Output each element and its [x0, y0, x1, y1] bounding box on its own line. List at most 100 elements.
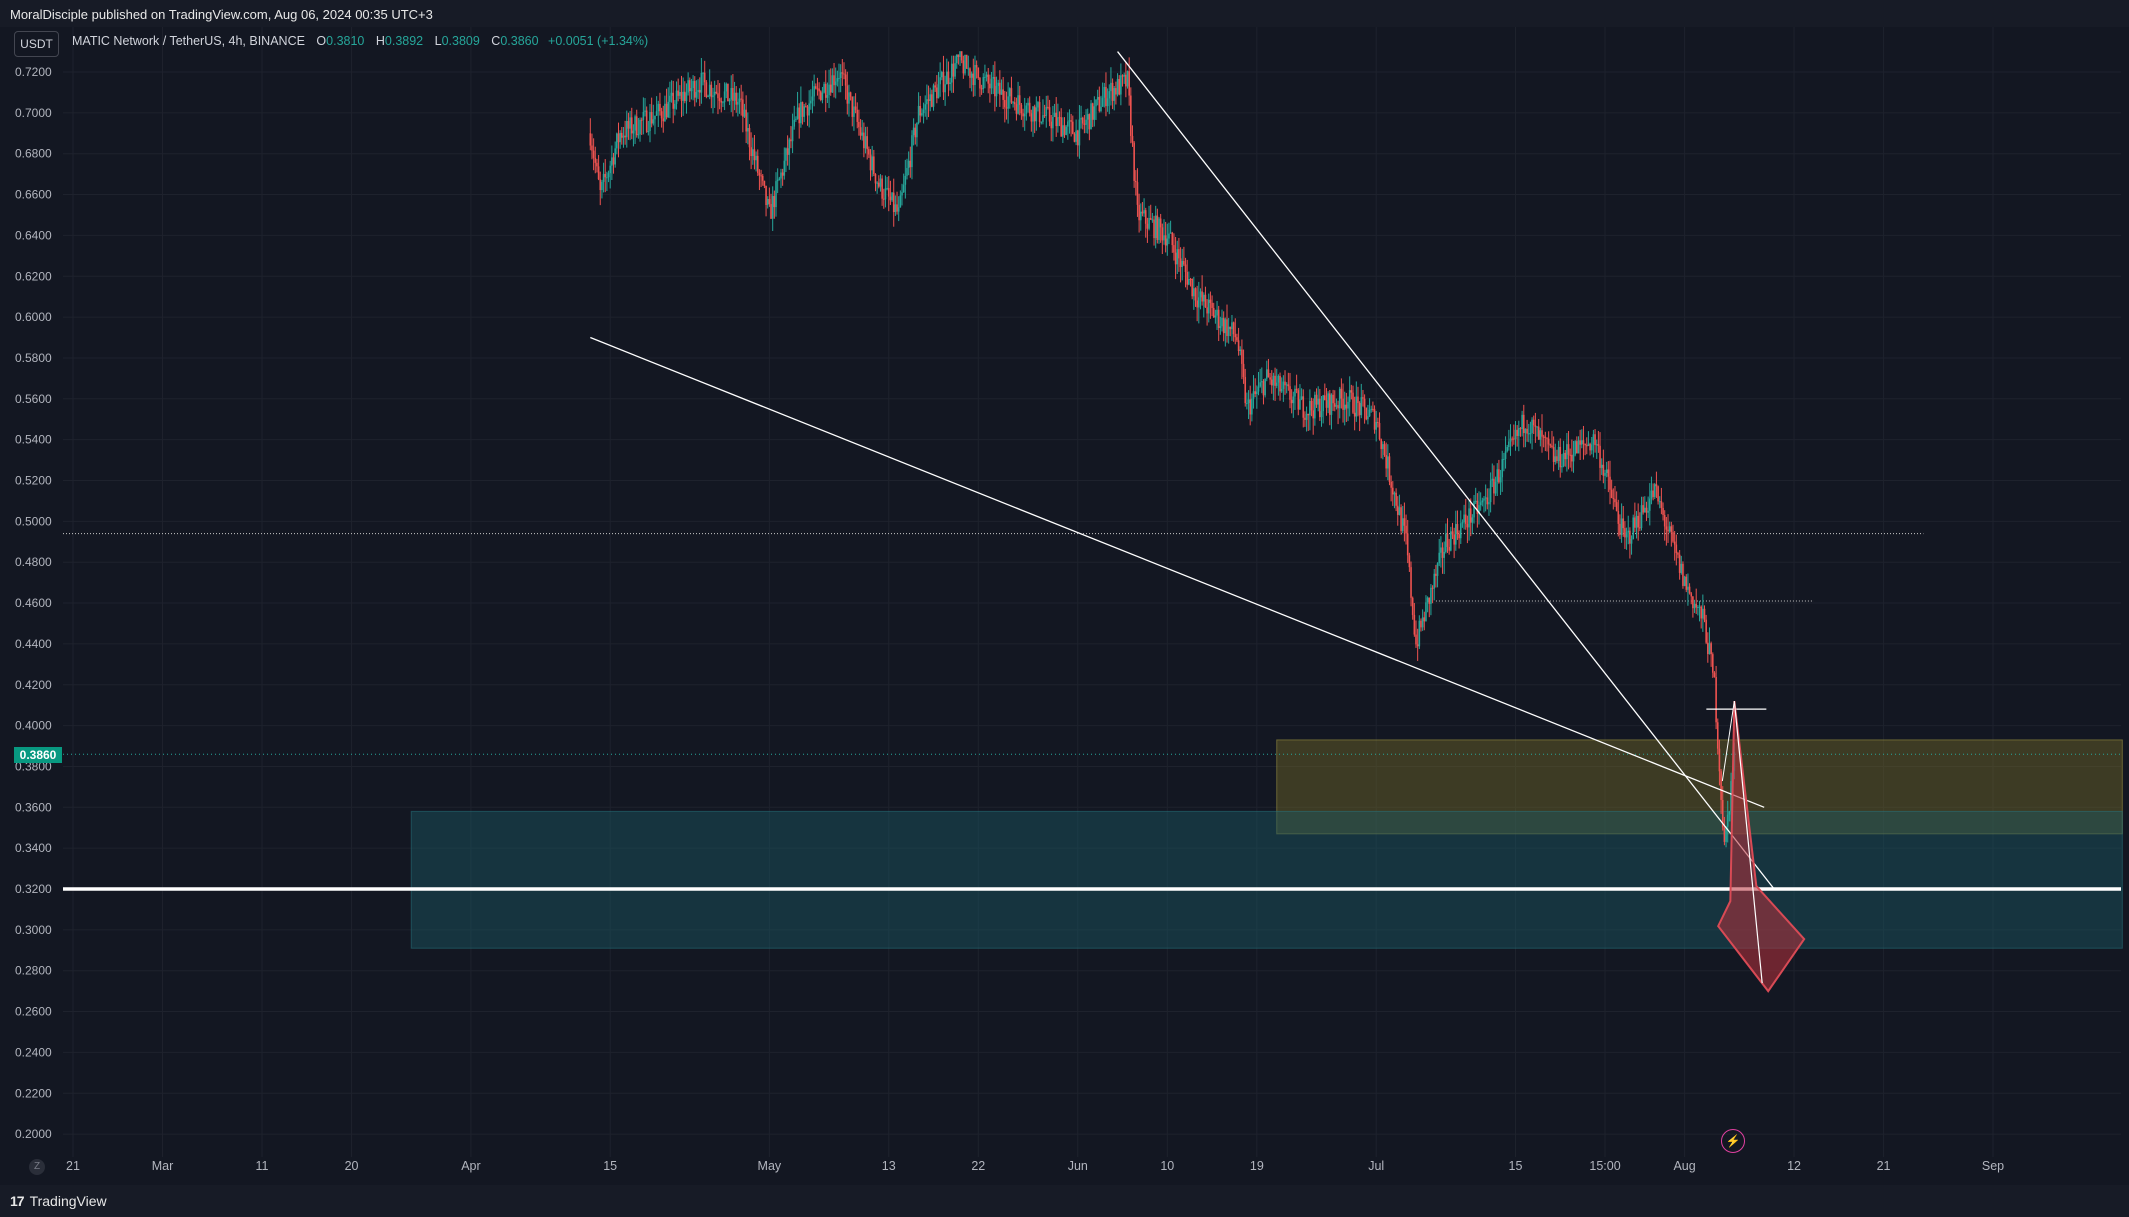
candle-body [1690, 593, 1693, 597]
candle-body [1310, 400, 1313, 411]
candle-body [1668, 526, 1671, 532]
candle-body [1441, 547, 1444, 558]
candle-body [1506, 447, 1508, 452]
candle-body [1297, 390, 1300, 410]
candle-body [1549, 444, 1552, 446]
candle-body [1040, 121, 1043, 123]
candle-body [1148, 217, 1150, 229]
candle-body [751, 149, 754, 157]
candle-body [740, 98, 742, 100]
candle-body [679, 92, 681, 96]
candle-body [909, 160, 912, 168]
candle-body [1567, 444, 1570, 455]
candle-body [1514, 429, 1517, 440]
chart-area[interactable]: 0.7200 0.7000 0.6800 0.6600 0.6400 0.6200 0.60… [0, 27, 2129, 1185]
candle-body [1451, 531, 1454, 535]
price-tick-label: 0.2000 [15, 1127, 52, 1141]
candle-body [990, 78, 993, 89]
flash-icon[interactable]: ⚡ [1721, 1129, 1745, 1153]
candle-body [640, 119, 643, 121]
candle-body [1229, 326, 1232, 330]
candle-body [1226, 319, 1228, 337]
candle-body [897, 207, 900, 212]
candle-body [1537, 426, 1540, 440]
candle-body [876, 182, 878, 184]
candle-body [708, 84, 711, 97]
candle-body [1365, 407, 1368, 420]
candle-body [1123, 74, 1125, 77]
candle-body [1153, 219, 1155, 239]
candle-body [1675, 544, 1678, 554]
candle-body [864, 136, 867, 149]
candle-body [1264, 378, 1266, 396]
price-tick-label: 0.2200 [15, 1086, 52, 1100]
candle-body [1166, 238, 1169, 246]
candle-body [1010, 88, 1013, 103]
candle-body [1680, 563, 1683, 573]
candle-body [874, 174, 877, 184]
candle-body [1002, 89, 1004, 100]
candle-body [1164, 235, 1167, 246]
candle-body [1156, 215, 1159, 240]
candle-body [1299, 399, 1301, 410]
candle-body [1531, 419, 1533, 434]
candle-body [994, 76, 996, 97]
candle-body [733, 92, 736, 101]
candle-body [1471, 517, 1474, 523]
candle-body [1388, 456, 1391, 482]
candle-body [858, 121, 860, 128]
candle-body [997, 82, 999, 86]
candle-body [808, 103, 810, 116]
change-value: +0.0051 (+1.34%) [548, 34, 649, 48]
candle-body [1466, 523, 1469, 528]
currency-button[interactable]: USDT [14, 31, 59, 57]
candle-body [1163, 235, 1165, 241]
candle-body [1337, 405, 1339, 409]
time-tick-label: Jul [1368, 1159, 1384, 1173]
candle-body [1609, 476, 1611, 490]
candle-body [1707, 642, 1709, 655]
open-label: O [316, 34, 327, 48]
candle-body [1476, 500, 1479, 514]
candle-body [1435, 573, 1437, 576]
candle-body [1319, 398, 1321, 418]
candle-body [1619, 523, 1621, 535]
candle-body [1212, 307, 1215, 318]
projection-arrow [1706, 700, 1806, 993]
candle-body [1355, 396, 1358, 417]
candle-body [1143, 210, 1145, 214]
tradingview-logo[interactable]: 17 TradingView [10, 1193, 107, 1209]
candle-body [821, 92, 824, 100]
candle-body [1073, 133, 1076, 142]
candle-body [1274, 375, 1276, 386]
candle-body [1206, 307, 1208, 314]
candle-body [773, 195, 776, 208]
candle-body [873, 156, 875, 175]
candle-body [1161, 227, 1164, 241]
z-button[interactable]: Z [29, 1159, 45, 1175]
candle-body [750, 147, 752, 157]
candle-body [1582, 440, 1585, 444]
low-value: 0.3809 [441, 34, 480, 48]
candle-body [1275, 382, 1278, 386]
candle-body [1325, 400, 1328, 408]
candle-body [1581, 440, 1583, 445]
candle-body [907, 160, 910, 169]
candle-body [1400, 507, 1402, 531]
candle-body [1008, 88, 1011, 97]
candle-body [1498, 469, 1500, 483]
candle-body [1469, 508, 1472, 523]
candle-body [1529, 433, 1532, 435]
candle-body [967, 68, 970, 70]
candle-body [1383, 444, 1386, 456]
candle-body [662, 118, 665, 122]
candlestick-chart[interactable]: 0.7200 0.7000 0.6800 0.6600 0.6400 0.6200 0.60… [0, 27, 2129, 1185]
candle-body [1662, 507, 1664, 515]
candle-body [1693, 603, 1696, 609]
tradingview-logo-icon: 17 [10, 1193, 25, 1209]
candle-body [1639, 527, 1641, 529]
time-tick-label: 15:00 [1589, 1159, 1620, 1173]
candle-body [1440, 547, 1442, 553]
candle-body [795, 118, 797, 120]
candle-body [1101, 97, 1104, 107]
